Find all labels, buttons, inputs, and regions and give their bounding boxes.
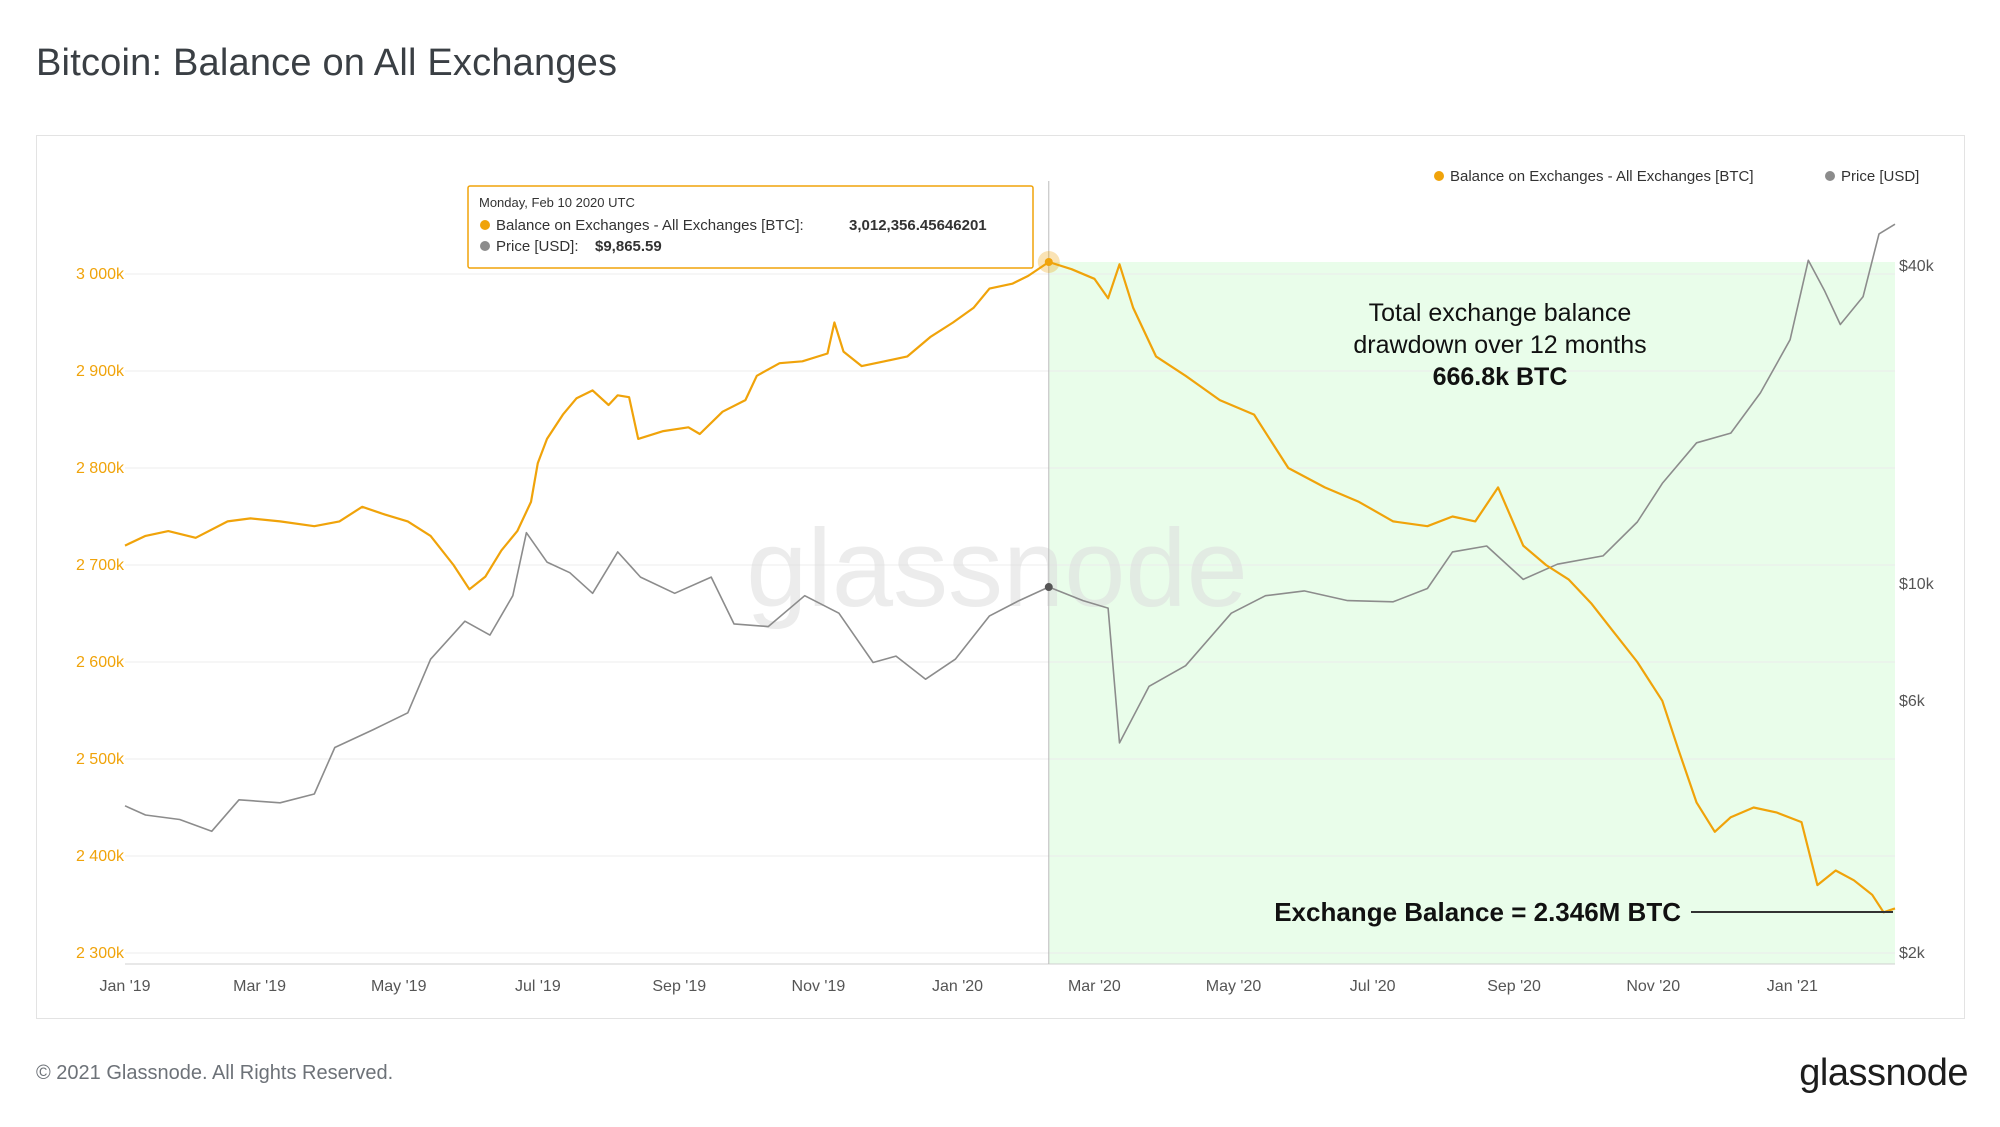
x-tick-label: May '19 <box>371 978 427 995</box>
legend-balance-dot <box>1434 171 1444 181</box>
balance-line <box>124 260 1896 914</box>
x-tick-label: Jan '21 <box>1767 978 1818 995</box>
price-line <box>124 223 1896 833</box>
y-left-tick-label: 2 800k <box>76 460 125 477</box>
legend-price-dot <box>1825 171 1835 181</box>
y-left-tick-label: 2 300k <box>76 945 125 962</box>
y-right-tick-label: $10k <box>1899 576 1935 593</box>
hover-tooltip: Monday, Feb 10 2020 UTC Balance on Excha… <box>467 185 1034 269</box>
y-left-tick-label: 2 900k <box>76 363 125 380</box>
x-tick-label: Nov '19 <box>792 978 846 995</box>
legend-balance-label[interactable]: Balance on Exchanges - All Exchanges [BT… <box>1450 168 1754 185</box>
chart-svg[interactable]: glassnode 3 000k 2 900k 2 800k 2 700k 2 600k… <box>37 136 1964 1018</box>
tooltip-balance-label: Balance on Exchanges - All Exchanges [BT… <box>496 217 804 234</box>
y-left-tick-label: 2 400k <box>76 848 125 865</box>
legend-price-label[interactable]: Price [USD] <box>1841 168 1919 185</box>
x-tick-label: Jan '19 <box>99 978 150 995</box>
chart-legend: Balance on Exchanges - All Exchanges [BT… <box>1434 168 1919 185</box>
tooltip-price-label: Price [USD]: <box>496 238 579 255</box>
drawdown-annotation-line1: Total exchange balance <box>1369 299 1632 327</box>
current-balance-annotation: Exchange Balance = 2.346M BTC <box>1274 897 1681 927</box>
y-right-tick-label: $40k <box>1899 258 1935 275</box>
price-marker <box>1044 583 1053 592</box>
tooltip-balance-value: 3,012,356.45646201 <box>849 217 987 234</box>
x-tick-label: Mar '19 <box>233 978 286 995</box>
drawdown-annotation-value: 666.8k BTC <box>1433 363 1568 391</box>
x-tick-label: Sep '19 <box>652 978 706 995</box>
y-right-tick-label: $2k <box>1899 945 1926 962</box>
glassnode-logo[interactable]: glassnode <box>1799 1052 1968 1094</box>
x-tick-label: Mar '20 <box>1068 978 1121 995</box>
y-left-tick-label: 2 600k <box>76 654 125 671</box>
footer-copyright: © 2021 Glassnode. All Rights Reserved. <box>36 1062 394 1084</box>
y-left-tick-label: 2 700k <box>76 557 125 574</box>
x-tick-label: Jul '19 <box>515 978 561 995</box>
x-tick-label: Jan '20 <box>932 978 983 995</box>
tooltip-price-value: $9,865.59 <box>595 238 662 255</box>
y-left-tick-label: 2 500k <box>76 751 125 768</box>
balance-marker <box>1044 258 1053 267</box>
y-right-tick-label: $6k <box>1899 693 1926 710</box>
x-tick-label: Sep '20 <box>1487 978 1541 995</box>
chart-panel: glassnode 3 000k 2 900k 2 800k 2 700k 2 600k… <box>36 135 1965 1019</box>
page-title: Bitcoin: Balance on All Exchanges <box>36 42 618 84</box>
tooltip-price-dot <box>480 241 490 251</box>
tooltip-box <box>467 185 1034 269</box>
x-tick-label: Jul '20 <box>1350 978 1396 995</box>
y-left-tick-label: 3 000k <box>76 266 125 283</box>
x-tick-label: May '20 <box>1206 978 1262 995</box>
watermark: glassnode <box>746 507 1248 630</box>
x-tick-label: Nov '20 <box>1626 978 1680 995</box>
drawdown-annotation-line2: drawdown over 12 months <box>1353 331 1646 359</box>
tooltip-date: Monday, Feb 10 2020 UTC <box>479 195 635 210</box>
tooltip-balance-dot <box>480 220 490 230</box>
